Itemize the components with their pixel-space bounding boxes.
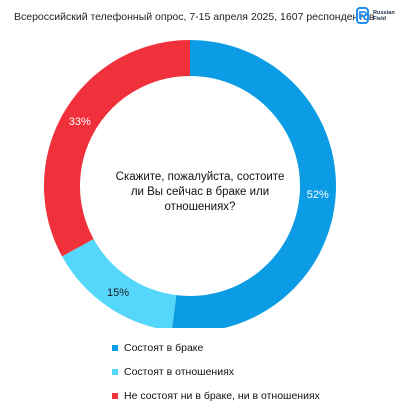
legend-label-3: Не состоят ни в браке, ни в отношениях [124,390,320,402]
legend-label-2: Состоят в отношениях [124,366,235,378]
legend-item-1: Состоят в браке [112,336,400,360]
slice-value-label-2: 15% [107,287,129,299]
legend-swatch-1 [112,345,118,351]
slice-value-label-1: 52% [307,189,329,201]
russian-field-logo: Russian Field [356,6,396,28]
donut-slice-2 [62,238,177,328]
logo-text: Russian Field [373,10,395,23]
legend-swatch-2 [112,369,118,375]
legend-swatch-3 [112,393,118,399]
donut-chart: 52% 15% 33% [44,40,336,328]
legend-item-2: Состоят в отношениях [112,360,400,384]
donut-slice-1 [172,40,336,328]
legend-label-1: Состоят в браке [124,342,204,354]
header: Всероссийский телефонный опрос, 7-15 апр… [0,0,400,34]
donut-slice-3 [44,40,191,257]
survey-title: Всероссийский телефонный опрос, 7-15 апр… [14,11,375,23]
chart-legend: Состоят в браке Состоят в отношениях Не со… [112,336,400,408]
russian-field-logo-icon [356,7,369,24]
chart-question: Скажите, пожалуйста, состоите ли Вы сейч… [115,171,285,213]
legend-item-3: Не состоят ни в браке, ни в отношениях [112,384,400,408]
slice-value-label-3: 33% [69,116,91,128]
